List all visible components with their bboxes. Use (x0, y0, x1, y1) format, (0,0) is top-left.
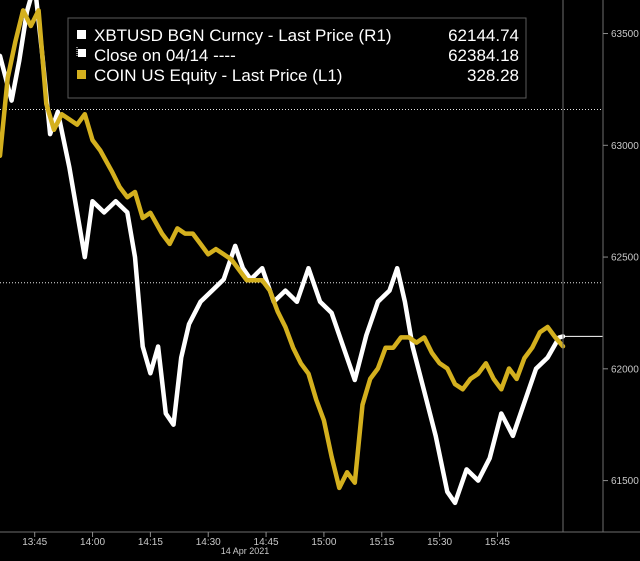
legend-label: Close on 04/14 ---- (94, 46, 236, 65)
x-tick-label: 15:30 (427, 537, 452, 548)
y-tick-label: 62500 (611, 253, 639, 264)
legend-swatch (77, 30, 86, 39)
series-layer (0, 0, 603, 506)
x-tick-label: 14:00 (80, 537, 105, 548)
legend-value: 62384.18 (448, 46, 519, 65)
y-tick-label: 63500 (611, 29, 639, 40)
series-line-xbtusd (0, 0, 566, 506)
y-tick-label: 62000 (611, 364, 639, 375)
x-tick-label: 14:45 (254, 537, 279, 548)
x-tick-label: 14:30 (196, 537, 221, 548)
legend-value: 328.28 (467, 66, 519, 85)
legend-label: COIN US Equity - Last Price (L1) (94, 66, 342, 85)
axes-layer (0, 0, 640, 533)
x-tick-label: 15:15 (369, 537, 394, 548)
x-tick-label: 14:15 (138, 537, 163, 548)
x-tick-label: 15:00 (311, 537, 336, 548)
y-axis-ticks: 61500 62000 62500 63000 63500 (603, 29, 639, 487)
y-tick-label: 61500 (611, 476, 639, 487)
legend-label: XBTUSD BGN Curncy - Last Price (R1) (94, 26, 392, 45)
x-tick-label: 13:45 (22, 537, 47, 548)
legend-swatch (77, 70, 86, 79)
legend-rows: XBTUSD BGN Curncy - Last Price (R1) 62144… (76, 26, 519, 85)
date-label: 14 Apr 2021 (221, 546, 270, 556)
x-tick-label: 15:45 (485, 537, 510, 548)
y-tick-label: 63000 (611, 141, 639, 152)
legend: XBTUSD BGN Curncy - Last Price (R1) 62144… (67, 17, 527, 99)
legend-box (67, 17, 527, 99)
series-line-coin (0, 8, 566, 491)
legend-swatch (78, 49, 86, 57)
legend-value: 62144.74 (448, 26, 519, 45)
x-axis-ticks: 13:3013:4514:0014:1514:3014:4515:0015:15… (22, 532, 510, 548)
